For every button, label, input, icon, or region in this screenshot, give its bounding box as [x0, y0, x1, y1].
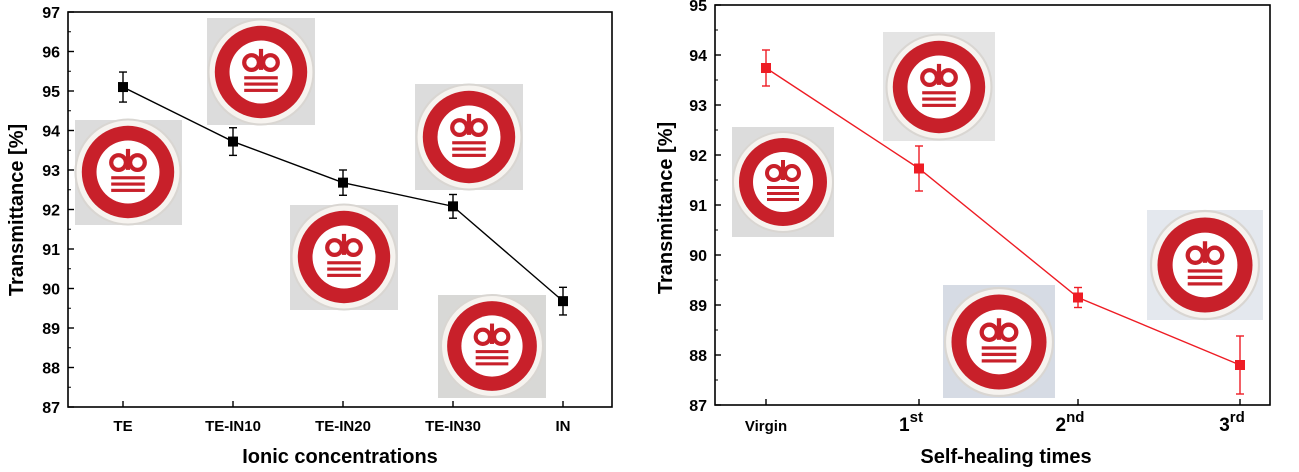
y-tick-label: 97 — [42, 5, 60, 22]
sample-photo-te-in10 — [207, 18, 315, 125]
right-series — [761, 49, 1245, 395]
x-tick-label: TE-IN20 — [315, 418, 371, 435]
left-x-axis-title: Ionic concentrations — [242, 446, 438, 468]
y-tick-label: 87 — [42, 400, 60, 417]
left-x-ticks: TE TE-IN10 TE-IN20 TE-IN30 IN — [113, 401, 571, 435]
data-point — [118, 82, 128, 93]
x-tick-label: 3rd — [1219, 409, 1245, 436]
data-point — [338, 177, 348, 188]
y-tick-label: 91 — [689, 198, 707, 215]
x-tick-label-base: 3 — [1219, 415, 1230, 436]
x-tick-label: 1st — [899, 409, 923, 436]
right-chart: 87 88 89 90 91 92 93 94 95 Virgin 1st 2nd 3rd Self-… — [655, 0, 1271, 468]
x-tick-label: Virgin — [745, 418, 787, 435]
x-tick-label-base: 1 — [899, 415, 910, 436]
x-tick-label-base: 2 — [1056, 415, 1067, 436]
x-tick-label-sup: st — [910, 409, 923, 426]
right-x-axis-title: Self-healing times — [920, 446, 1091, 468]
data-point — [1073, 292, 1083, 303]
y-tick-label: 94 — [689, 48, 707, 65]
x-tick-label: 2nd — [1056, 409, 1085, 436]
sample-photo-1st — [883, 32, 995, 141]
y-tick-label: 89 — [689, 298, 707, 315]
x-tick-label: TE — [113, 418, 132, 435]
x-tick-label-base: Virgin — [745, 418, 787, 435]
x-tick-label: TE-IN30 — [425, 418, 481, 435]
left-series — [118, 71, 568, 316]
y-tick-label: 93 — [42, 163, 60, 180]
left-y-ticks: 87 88 89 90 91 92 93 94 95 96 97 — [42, 5, 74, 417]
left-y-axis-title: Transmittance [%] — [6, 124, 28, 296]
right-y-ticks: 87 88 89 90 91 92 93 94 95 — [689, 0, 721, 415]
sample-photo-in — [438, 295, 546, 398]
sample-photo-3rd — [1147, 210, 1263, 320]
y-tick-label: 91 — [42, 242, 60, 259]
y-tick-label: 95 — [689, 0, 707, 15]
x-tick-label-sup: nd — [1066, 409, 1084, 426]
y-tick-label: 88 — [42, 361, 60, 378]
x-tick-label-sup: rd — [1230, 409, 1245, 426]
data-point — [448, 201, 458, 212]
y-tick-label: 96 — [42, 45, 60, 62]
right-x-ticks: Virgin 1st 2nd 3rd — [745, 399, 1245, 436]
y-tick-label: 92 — [42, 203, 60, 220]
data-point — [761, 63, 771, 73]
sample-photo-te-in20 — [290, 205, 398, 311]
y-tick-label: 87 — [689, 398, 707, 415]
sample-photo-2nd — [943, 285, 1055, 398]
data-point — [914, 163, 924, 174]
y-tick-label: 93 — [689, 98, 707, 115]
x-tick-label: IN — [556, 418, 571, 435]
sample-photo-virgin — [731, 127, 835, 237]
sample-photo-te-in30 — [415, 84, 523, 190]
y-tick-label: 94 — [42, 124, 60, 141]
x-tick-label: TE-IN10 — [205, 418, 261, 435]
y-tick-label: 88 — [689, 348, 707, 365]
sample-photo-te — [75, 120, 182, 226]
y-tick-label: 89 — [42, 321, 60, 338]
series-line — [765, 67, 1241, 366]
y-tick-label: 95 — [42, 84, 60, 101]
data-point — [1235, 360, 1245, 370]
y-tick-label: 92 — [689, 148, 707, 165]
y-tick-label: 90 — [689, 248, 707, 265]
data-point — [558, 296, 568, 307]
right-y-axis-title: Transmittance [%] — [655, 122, 677, 294]
y-tick-label: 90 — [42, 282, 60, 299]
data-point — [228, 136, 238, 147]
